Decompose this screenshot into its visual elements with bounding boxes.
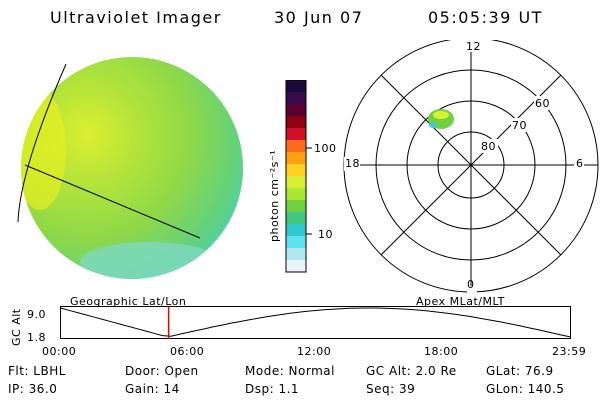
colorbar-cell xyxy=(286,152,306,165)
altitude-timeline xyxy=(60,306,571,339)
earth-disk xyxy=(21,57,243,279)
altitude-curve xyxy=(60,307,571,338)
timeline-x-tick-0600: 06:00 xyxy=(170,345,205,358)
mlt-label-bg-left xyxy=(344,157,360,171)
mlt-label-right: 6 xyxy=(576,157,584,170)
timeline-y-tick-top: 9.0 xyxy=(27,308,46,321)
mlt-label-left: 18 xyxy=(345,157,360,170)
uv-earth-image xyxy=(17,57,243,279)
colorbar-cell xyxy=(286,248,306,261)
time-label: 05:05:39 UT xyxy=(428,8,543,27)
mlt-label-bg-right xyxy=(574,157,584,171)
timeline-left-title: Geographic Lat/Lon xyxy=(70,295,187,308)
colorbar-cell xyxy=(286,200,306,213)
lat-label-bg-70 xyxy=(511,118,529,132)
flt-readout: Flt: LBHL xyxy=(8,364,66,378)
glat-readout: GLat: 76.9 xyxy=(486,364,554,378)
colorbar-cell xyxy=(286,116,306,129)
lat-label-60: 60 xyxy=(535,97,550,110)
mlt-label-top: 12 xyxy=(466,40,481,53)
door-readout: Door: Open xyxy=(125,364,199,378)
mlt-label-bottom: 0 xyxy=(467,278,475,291)
auroral-patch xyxy=(428,109,454,129)
colorbar-cell xyxy=(286,236,306,249)
colorbar xyxy=(285,80,312,273)
colorbar-cell xyxy=(286,92,306,105)
lat-label-80: 80 xyxy=(481,140,496,153)
timeline-y-tick-bottom: 1.8 xyxy=(27,331,46,344)
colorbar-frame xyxy=(285,80,307,273)
lat-parallel-line xyxy=(24,164,201,239)
mlt-label-bg-bottom xyxy=(467,286,477,298)
colorbar-unit-label: photon cm⁻²s⁻¹ xyxy=(268,149,281,242)
seq-readout: Seq: 39 xyxy=(366,382,416,396)
date-label: 30 Jun 07 xyxy=(274,8,364,27)
colorbar-cell xyxy=(286,80,306,93)
colorbar-cell xyxy=(286,188,306,201)
instrument-title: Ultraviolet Imager xyxy=(50,8,222,27)
colorbar-tick-label-10: 10 xyxy=(318,228,333,241)
colorbar-cell xyxy=(286,176,306,189)
colorbar-tick-label-100: 100 xyxy=(314,142,337,155)
mode-readout: Mode: Normal xyxy=(245,364,335,378)
timeline-x-tick-2359: 23:59 xyxy=(552,345,587,358)
lat-label-70: 70 xyxy=(512,119,527,132)
dsp-readout: Dsp: 1.1 xyxy=(245,382,300,396)
glon-readout: GLon: 140.5 xyxy=(486,382,565,396)
colorbar-cell xyxy=(286,212,306,225)
colorbar-cell xyxy=(286,140,306,153)
colorbar-cell xyxy=(286,104,306,117)
colorbar-cell xyxy=(286,224,306,237)
mlt-label-bg-top xyxy=(466,40,478,52)
colorbar-cell xyxy=(286,260,306,273)
lat-label-bg-60 xyxy=(534,96,552,110)
colorbar-cell xyxy=(286,164,306,177)
timeline-frame xyxy=(60,306,571,339)
colorbar-scale xyxy=(286,80,306,273)
lon-meridian-line xyxy=(17,63,67,223)
gc-alt-readout: GC Alt: 2.0 Re xyxy=(366,364,457,378)
timeline-x-tick-1200: 12:00 xyxy=(297,345,332,358)
timeline-x-tick-1800: 18:00 xyxy=(424,345,459,358)
timeline-y-axis-label: GC Alt xyxy=(10,308,23,346)
ip-readout: IP: 36.0 xyxy=(8,382,58,396)
timeline-x-tick-0000: 00:00 xyxy=(42,345,77,358)
polar-diagonal-2 xyxy=(380,74,562,256)
timeline-right-title: Apex MLat/MLT xyxy=(416,295,505,308)
polar-plot xyxy=(343,40,599,298)
gain-readout: Gain: 14 xyxy=(125,382,180,396)
lat-label-bg-80 xyxy=(480,139,498,153)
colorbar-cell xyxy=(286,128,306,141)
